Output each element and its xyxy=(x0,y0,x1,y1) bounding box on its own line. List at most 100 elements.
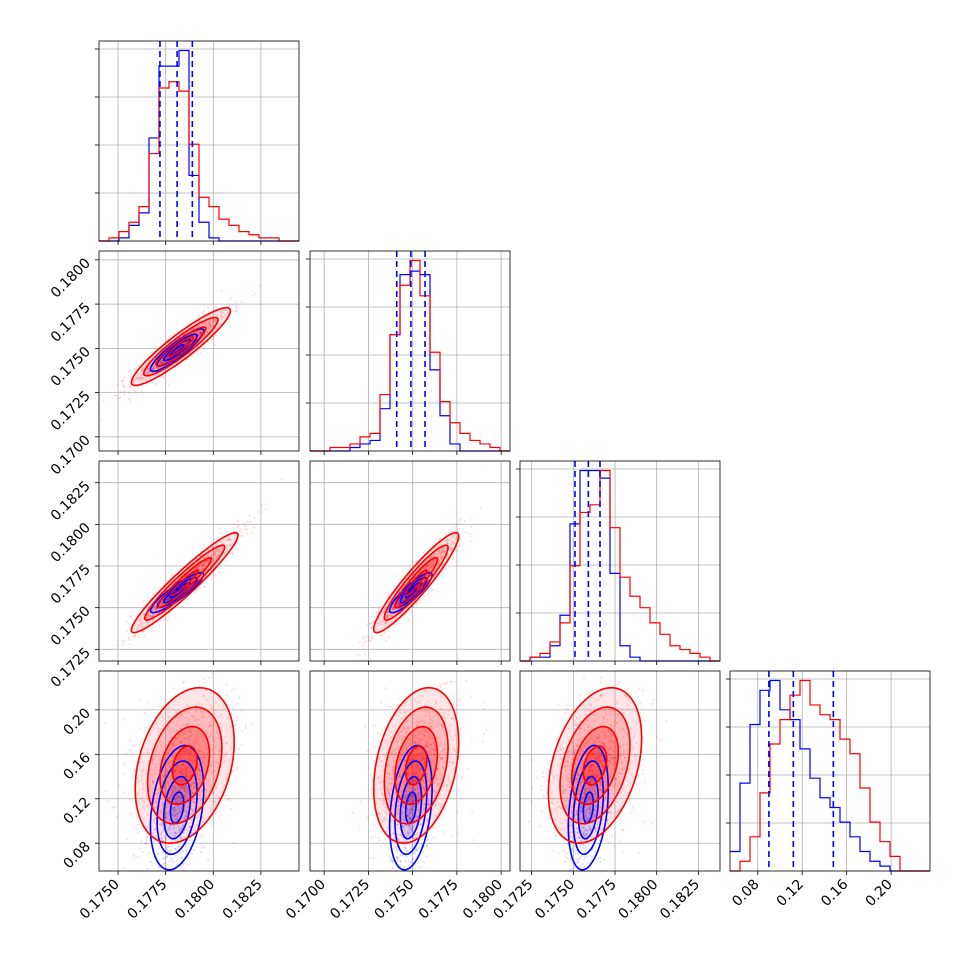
scatter-point-red xyxy=(210,764,213,767)
scatter-point-blue xyxy=(179,756,182,760)
scatter-point-blue xyxy=(184,767,187,770)
scatter-point-red xyxy=(344,668,346,670)
scatter-point-blue xyxy=(176,795,179,798)
scatter-point-red xyxy=(148,614,151,618)
scatter-point-red xyxy=(189,735,193,738)
scatter-point-blue xyxy=(153,364,156,368)
scatter-point-blue xyxy=(165,770,168,773)
scatter-point-red xyxy=(139,622,142,625)
scatter-point-red xyxy=(111,806,114,809)
scatter-point-blue xyxy=(160,837,164,840)
scatter-point-blue xyxy=(151,368,154,371)
scatter-point-red xyxy=(184,717,187,720)
scatter-point-red xyxy=(116,383,119,386)
scatter-point-red xyxy=(228,543,231,547)
scatter-point-red xyxy=(386,616,389,619)
scatter-point-red xyxy=(162,361,165,364)
scatter-point-red xyxy=(411,560,414,563)
scatter-point-red xyxy=(180,741,183,744)
scatter-point-blue xyxy=(160,362,163,365)
scatter-point-red xyxy=(236,520,239,523)
scatter-point-red xyxy=(218,550,221,553)
scatter-point-red xyxy=(150,773,153,776)
scatter-point-blue xyxy=(185,342,189,345)
scatter-point-blue xyxy=(161,795,164,798)
scatter-point-red xyxy=(429,556,432,559)
scatter-point-red xyxy=(160,618,163,621)
scatter-point-blue xyxy=(179,853,182,856)
scatter-point-red xyxy=(225,794,228,797)
scatter-point-blue xyxy=(166,356,169,359)
scatter-point-blue xyxy=(183,785,186,788)
scatter-point-red xyxy=(119,396,122,399)
scatter-point-red xyxy=(142,366,145,369)
scatter-point-red xyxy=(206,322,209,325)
scatter-point-blue xyxy=(191,791,194,795)
scatter-point-blue xyxy=(164,785,167,788)
scatter-point-blue xyxy=(423,578,426,581)
scatter-point-red xyxy=(206,331,209,334)
scatter-point-red xyxy=(432,570,436,573)
histogram-panel-1 xyxy=(306,250,511,452)
scatter-point-red xyxy=(211,573,214,576)
scatter-point-red xyxy=(201,564,204,567)
scatter-point-blue xyxy=(182,787,185,790)
scatter-point-blue xyxy=(185,849,188,852)
scatter-point-blue xyxy=(207,327,210,330)
scatter-point-red xyxy=(154,753,157,756)
scatter-point-blue xyxy=(390,614,393,617)
scatter-point-blue xyxy=(173,769,176,772)
scatter-point-blue xyxy=(186,786,189,790)
scatter-point-blue xyxy=(181,878,183,880)
scatter-point-red xyxy=(212,324,215,327)
scatter-point-red xyxy=(212,800,215,803)
scatter-point-red xyxy=(164,774,167,777)
scatter-point-red xyxy=(436,562,440,565)
scatter-point-blue xyxy=(196,574,199,577)
scatter-point-red xyxy=(102,399,105,402)
scatter-point-blue xyxy=(169,797,172,800)
scatter-point-blue xyxy=(155,793,158,796)
scatter-point-red xyxy=(391,606,394,610)
scatter-point-red xyxy=(189,752,192,756)
scatter-point-blue xyxy=(195,772,198,775)
scatter-point-blue xyxy=(173,848,176,851)
scatter-point-red xyxy=(208,319,211,322)
scatter-point-blue xyxy=(186,791,189,795)
scatter-point-blue xyxy=(167,598,171,601)
scatter-point-blue xyxy=(160,361,163,364)
scatter-point-red xyxy=(372,634,375,638)
scatter-point-blue xyxy=(187,752,190,755)
scatter-point-blue xyxy=(186,737,189,740)
scatter-point-red xyxy=(131,381,134,384)
scatter-point-red xyxy=(174,801,177,804)
scatter-point-blue xyxy=(152,367,155,370)
scatter-point-blue xyxy=(152,367,155,370)
scatter-point-red xyxy=(204,323,207,326)
scatter-point-red xyxy=(213,746,216,749)
scatter-point-red xyxy=(185,753,188,756)
scatter-point-blue xyxy=(185,341,188,344)
scatter-point-blue xyxy=(397,602,400,605)
scatter-point-red xyxy=(385,620,388,623)
scatter-point-blue xyxy=(173,770,176,773)
scatter-point-red xyxy=(182,750,185,753)
scatter-point-red xyxy=(280,478,283,481)
scatter-point-red xyxy=(228,543,232,547)
scatter-point-red xyxy=(201,816,205,819)
scatter-point-blue xyxy=(176,843,179,846)
scatter-point-red xyxy=(176,756,179,759)
scatter-point-red xyxy=(226,539,229,542)
scatter-point-red xyxy=(228,298,231,301)
scatter-point-blue xyxy=(165,816,168,819)
scatter-point-red xyxy=(197,814,200,817)
scatter-point-red xyxy=(161,743,164,746)
scatter-point-red xyxy=(458,544,461,547)
scatter-point-blue xyxy=(183,816,186,819)
scatter-point-red xyxy=(209,723,212,726)
scatter-point-red xyxy=(440,553,443,556)
scatter-point-red xyxy=(453,542,456,545)
scatter-point-red xyxy=(176,789,180,792)
scatter-point-red xyxy=(121,718,125,721)
scatter-point-blue xyxy=(145,838,148,842)
